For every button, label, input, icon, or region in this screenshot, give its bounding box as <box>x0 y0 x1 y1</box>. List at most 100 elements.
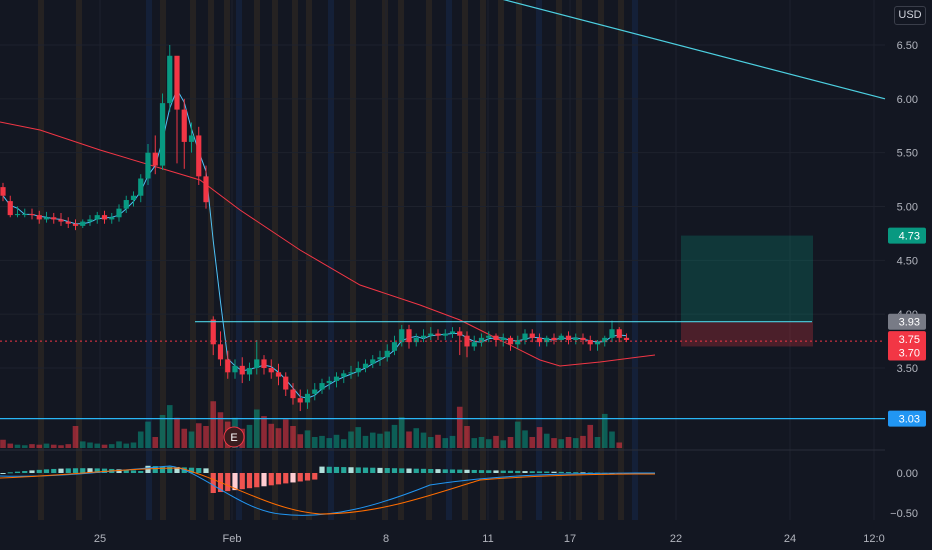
volume-bar <box>14 444 21 448</box>
macd-histogram-bar <box>333 466 340 473</box>
candle-body <box>51 217 57 220</box>
volume-bar <box>471 438 478 448</box>
candle-body <box>384 350 390 358</box>
currency-button[interactable]: USD <box>894 6 926 25</box>
long-position-tool[interactable] <box>681 235 813 347</box>
candle-body <box>29 214 35 216</box>
candle-body <box>500 337 506 341</box>
macd-histogram-bar <box>319 466 325 473</box>
horizontal-levels[interactable] <box>0 321 885 420</box>
candle-body <box>616 329 622 338</box>
macd-histogram-bar <box>167 466 173 473</box>
macd-histogram-bar <box>348 467 354 473</box>
volume-bar <box>181 428 188 448</box>
candle-body <box>428 333 434 336</box>
volume-bar <box>413 428 420 448</box>
candle-body <box>573 337 579 341</box>
macd-pane <box>0 465 656 516</box>
volume-bar <box>275 428 282 448</box>
time-tick-label: 8 <box>383 533 389 545</box>
volume-bar <box>326 438 333 448</box>
macd-histogram-bar <box>544 471 550 473</box>
macd-histogram-bar <box>391 468 398 473</box>
macd-histogram-bar <box>232 473 238 491</box>
macd-histogram-bar <box>536 471 543 473</box>
candle-body <box>123 200 129 209</box>
volume-bar <box>377 433 383 448</box>
candle-body <box>362 363 369 368</box>
candle-body <box>515 340 521 345</box>
candle-body <box>319 383 325 390</box>
price-tick-label: 4.50 <box>897 255 918 267</box>
macd-histogram-bar <box>384 468 390 473</box>
macd-histogram-bar <box>507 470 514 473</box>
earnings-marker[interactable]: E <box>223 426 245 448</box>
candle-body <box>116 208 122 218</box>
volume-bar <box>384 431 391 448</box>
position-loss-zone <box>681 321 813 347</box>
candle-body <box>565 335 572 341</box>
candle-body <box>239 365 245 375</box>
volume-bar <box>58 445 64 448</box>
price-tick-label: 5.00 <box>897 202 918 214</box>
macd-histogram-bar <box>413 468 419 473</box>
volume-bar <box>420 432 427 448</box>
macd-histogram-bar <box>449 469 456 473</box>
macd-histogram-bar <box>225 473 231 492</box>
candle-body <box>623 337 630 341</box>
volume-bar <box>522 430 528 448</box>
macd-histogram-bar <box>558 471 564 473</box>
candle-body <box>442 333 448 336</box>
macd-histogram-bar <box>174 467 180 473</box>
macd-histogram-bar <box>420 468 427 473</box>
candle-body <box>268 368 274 373</box>
time-tick-label: 24 <box>784 533 796 545</box>
macd-histogram-bar <box>573 472 579 474</box>
candle-body <box>7 201 13 216</box>
macd-histogram-bar <box>551 471 557 473</box>
grid-lines <box>0 0 885 520</box>
macd-histogram-bar <box>196 468 202 473</box>
candle-body <box>159 103 166 166</box>
macd-histogram-bar <box>486 470 492 473</box>
macd-histogram-bar <box>116 469 122 473</box>
candle-body <box>399 329 405 343</box>
volume-bar <box>406 431 412 448</box>
macd-histogram-bar <box>565 472 572 474</box>
volume-bar <box>210 401 217 448</box>
candle-body <box>225 359 231 373</box>
volume-bar <box>507 437 514 448</box>
macd-histogram-bar <box>312 473 318 480</box>
volume-bar <box>529 437 536 448</box>
candle-body <box>188 135 195 142</box>
volume-bar <box>94 443 101 448</box>
time-axis[interactable]: 25 Feb 8 11 17 22 24 12:0 <box>94 533 885 545</box>
candle-body <box>355 368 361 373</box>
price-tag <box>888 344 926 361</box>
volume-bar <box>123 443 130 448</box>
candle-body <box>544 337 550 343</box>
price-tag <box>888 227 926 244</box>
macd-histogram-bar <box>188 467 195 473</box>
price-tag-label: 3.03 <box>899 414 920 426</box>
macd-histogram-bar <box>65 468 71 473</box>
macd-histogram-bar <box>130 470 137 473</box>
volume-bar <box>427 437 434 448</box>
candle-body <box>196 135 202 177</box>
macd-histogram-bar <box>580 472 586 474</box>
volume-bar <box>203 426 209 448</box>
volume-bar <box>21 445 28 448</box>
candle-body <box>594 342 601 345</box>
macd-histogram-bar <box>246 473 253 489</box>
macd-histogram-bar <box>457 469 463 473</box>
candle-body <box>333 376 340 381</box>
macd-histogram-bar <box>290 473 296 483</box>
macd-histogram-bar <box>29 470 35 473</box>
candle-body <box>283 376 289 390</box>
volume-bar <box>297 434 304 448</box>
macd-histogram-bar <box>275 473 282 485</box>
candle-body <box>145 152 151 179</box>
volume-bar <box>340 439 347 448</box>
